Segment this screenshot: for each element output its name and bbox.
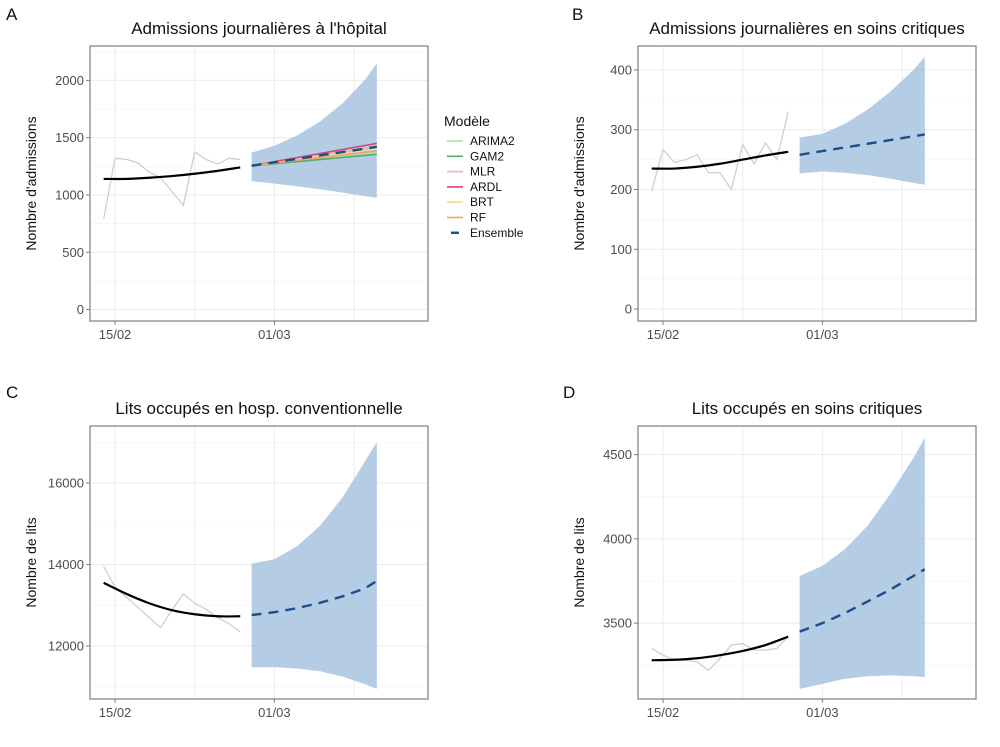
y-tick-label: 4500 (603, 447, 632, 462)
observed-line (103, 150, 241, 220)
panel-frame (637, 425, 977, 700)
ensemble-forecast-line (799, 568, 926, 633)
panel-frame (89, 425, 429, 700)
x-tick-label: 15/02 (99, 327, 132, 342)
observed-line (651, 111, 789, 192)
y-tick-label: 100 (610, 242, 632, 257)
legend-title: Modèle (444, 113, 490, 129)
forecast-interval-band (251, 63, 377, 198)
panel-a: A Admissions journalières à l'hôpital 0 500… (6, 5, 429, 342)
forecast-interval-band (799, 56, 925, 185)
legend-label-gam2: GAM2 (470, 149, 504, 163)
x-tick-label: 15/02 (647, 327, 680, 342)
ensemble-forecast-line (251, 579, 378, 617)
panel-title: Admissions journalières en soins critiqu… (649, 19, 965, 38)
ensemble-forecast-line (799, 133, 925, 156)
smoothed-trend-line (651, 635, 789, 662)
y-axis-title: Nombre d'admissions (23, 116, 39, 250)
y-tick-label: 0 (77, 302, 84, 317)
y-tick-label: 300 (610, 122, 632, 137)
panel-title: Lits occupés en soins critiques (692, 399, 923, 418)
observed-line (103, 566, 241, 633)
y-tick-label: 3500 (603, 616, 632, 631)
panel-d: D Lits occupés en soins critiques 3500 4000… (563, 383, 977, 720)
y-tick-label: 14000 (48, 557, 84, 572)
legend-label-ensemble: Ensemble (470, 226, 524, 240)
panel-title: Lits occupés en hosp. conventionnelle (115, 399, 402, 418)
y-tick-label: 2000 (55, 73, 84, 88)
x-tick-label: 15/02 (99, 705, 132, 720)
y-axis-title: Nombre d'admissions (571, 116, 587, 250)
legend-label-ardl: ARDL (470, 180, 502, 194)
panel-letter: B (572, 5, 583, 24)
x-tick-label: 01/03 (258, 327, 291, 342)
x-tick-label: 01/03 (806, 705, 839, 720)
smoothed-trend-line (103, 581, 241, 618)
y-tick-label: 1000 (55, 187, 84, 202)
panel-b: B Admissions journalières en soins critiq… (571, 5, 977, 342)
y-tick-label: 1500 (55, 130, 84, 145)
panel-letter: D (563, 383, 575, 402)
legend-label-brt: BRT (470, 195, 494, 209)
y-tick-label: 16000 (48, 476, 84, 491)
panel-frame (637, 45, 977, 322)
x-tick-label: 01/03 (258, 705, 291, 720)
y-tick-label: 400 (610, 62, 632, 77)
panel-frame (89, 45, 429, 322)
legend-label-arima2: ARIMA2 (470, 134, 515, 148)
legend-label-mlr: MLR (470, 165, 496, 179)
panel-title: Admissions journalières à l'hôpital (131, 19, 387, 38)
panel-letter: C (6, 383, 18, 402)
x-tick-label: 01/03 (806, 327, 839, 342)
x-tick-label: 15/02 (647, 705, 680, 720)
y-tick-label: 500 (62, 245, 84, 260)
smoothed-trend-line (651, 150, 789, 170)
y-axis-title: Nombre de lits (23, 517, 39, 607)
y-axis-title: Nombre de lits (571, 517, 587, 607)
y-tick-label: 12000 (48, 639, 84, 654)
y-tick-label: 4000 (603, 531, 632, 546)
legend-label-rf: RF (470, 211, 486, 225)
y-tick-label: 0 (625, 302, 632, 317)
panel-c: C Lits occupés en hosp. conventionnelle 12… (6, 383, 429, 720)
smoothed-trend-line (103, 166, 241, 181)
forecast-interval-band (799, 437, 925, 689)
panel-letter: A (6, 5, 18, 24)
y-tick-label: 200 (610, 182, 632, 197)
forecast-interval-band (251, 442, 377, 689)
ensemble-forecast-line (251, 145, 377, 167)
